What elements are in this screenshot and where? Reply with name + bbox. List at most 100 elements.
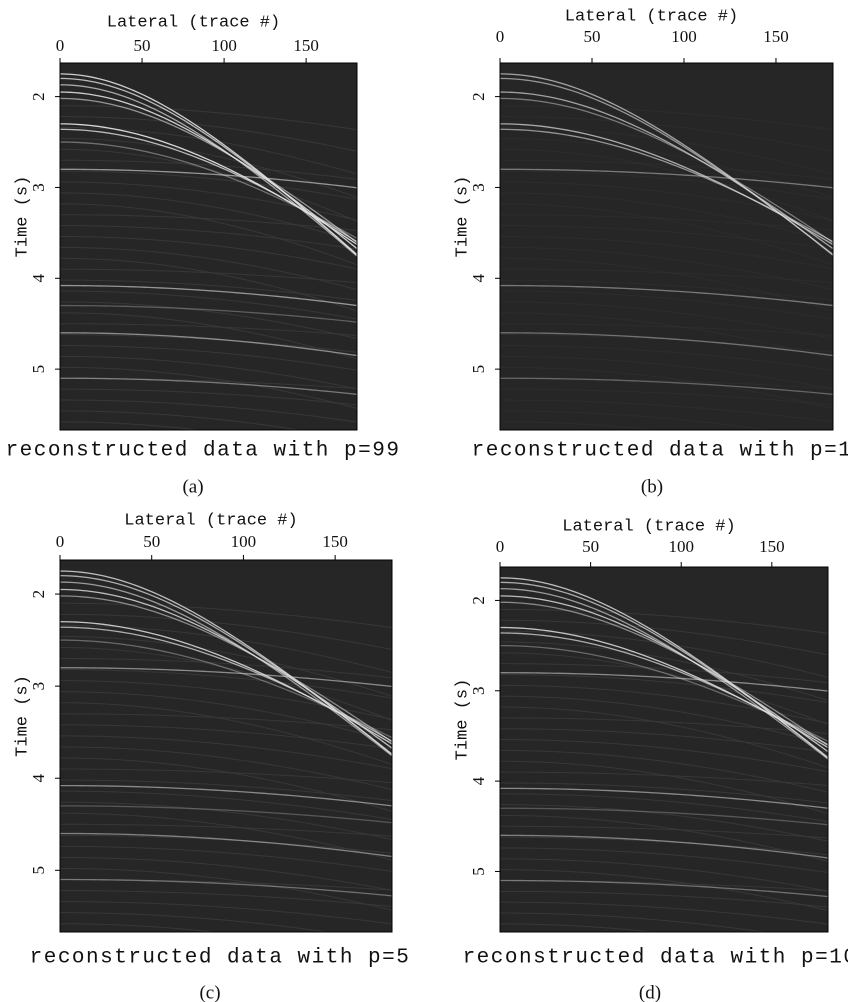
faint-event xyxy=(500,880,828,892)
seismic-image xyxy=(60,560,392,932)
faint-event xyxy=(500,410,772,430)
faint-event xyxy=(60,105,357,131)
faint-event xyxy=(500,421,659,430)
faint-event xyxy=(500,749,828,793)
faint-event xyxy=(60,867,392,911)
y-tick-label: 3 xyxy=(469,687,488,696)
faint-event xyxy=(500,739,828,773)
reflection-event xyxy=(500,632,828,746)
panel-label: (b) xyxy=(641,476,663,497)
x-tick-label: 0 xyxy=(56,532,65,551)
faint-event xyxy=(60,735,392,770)
faint-event xyxy=(500,619,828,656)
x-tick-label: 50 xyxy=(582,537,599,556)
x-tick-label: 0 xyxy=(496,27,505,46)
faint-event xyxy=(60,624,392,673)
x-tick-label: 100 xyxy=(231,532,257,551)
reflection-event xyxy=(500,588,828,760)
reflection-event xyxy=(500,807,828,826)
faint-event xyxy=(60,790,392,821)
faint-event xyxy=(500,355,833,390)
reflection-event xyxy=(500,91,833,250)
faint-event xyxy=(500,323,833,336)
reflection-event xyxy=(500,626,828,749)
reflection-event xyxy=(500,123,833,246)
reflection-event xyxy=(500,834,828,859)
y-tick-label: 3 xyxy=(469,183,488,192)
faint-event xyxy=(500,771,828,786)
seismic-events xyxy=(60,570,392,932)
y-tick-label: 5 xyxy=(469,365,488,374)
faint-event xyxy=(500,836,828,856)
reflection-event xyxy=(500,284,833,307)
faint-event xyxy=(500,334,833,353)
faint-event xyxy=(500,236,833,270)
x-axis-label: Lateral (trace #) xyxy=(562,517,735,536)
faint-event xyxy=(60,702,392,766)
faint-event xyxy=(500,923,657,932)
faint-event xyxy=(500,901,828,925)
panel-label: (a) xyxy=(182,476,203,497)
y-tick-label: 2 xyxy=(469,596,488,605)
faint-event xyxy=(60,225,357,250)
faint-event xyxy=(60,691,392,743)
panel-caption: reconstructed data with p=1 xyxy=(472,440,848,463)
faint-event xyxy=(500,246,833,291)
plot-frame xyxy=(499,566,829,933)
faint-event xyxy=(60,845,392,872)
panel-label: (c) xyxy=(199,982,220,1002)
faint-event xyxy=(60,192,357,243)
panel-caption: reconstructed data with p=99 xyxy=(6,440,401,463)
faint-event xyxy=(60,345,357,371)
seismic-events xyxy=(500,73,833,430)
faint-event xyxy=(500,717,828,735)
x-tick-label: 0 xyxy=(496,537,505,556)
faint-event xyxy=(60,268,357,284)
reflection-event xyxy=(500,672,828,692)
faint-event xyxy=(60,236,357,270)
seismic-image xyxy=(60,63,357,430)
reflection-event xyxy=(500,377,833,396)
x-axis-label: Lateral (trace #) xyxy=(565,7,738,26)
x-tick-label: 100 xyxy=(211,36,237,55)
faint-event xyxy=(500,203,833,266)
x-tick-label: 100 xyxy=(668,537,694,556)
faint-event xyxy=(60,312,357,360)
faint-event xyxy=(60,388,357,406)
panel-caption: reconstructed data with p=5 xyxy=(30,947,411,970)
faint-event xyxy=(500,148,833,222)
faint-event xyxy=(500,825,828,839)
faint-event xyxy=(60,355,357,390)
y-tick-label: 5 xyxy=(29,866,48,875)
faint-event xyxy=(500,869,828,912)
x-tick-label: 150 xyxy=(759,537,785,556)
faint-event xyxy=(500,388,833,406)
reflection-event xyxy=(60,626,392,742)
faint-event xyxy=(500,279,833,301)
plot-frame xyxy=(59,559,393,933)
faint-event xyxy=(60,613,392,651)
faint-event xyxy=(500,159,833,180)
x-axis-label: Lateral (trace #) xyxy=(107,13,280,32)
x-tick-label: 150 xyxy=(322,532,348,551)
y-axis-label: Time (s) xyxy=(13,675,32,757)
reflection-event xyxy=(60,91,357,250)
panel-caption: reconstructed data with p=10 xyxy=(463,947,848,970)
faint-event xyxy=(60,214,357,232)
seismic-image xyxy=(500,63,833,430)
reflection-event xyxy=(60,141,357,240)
reflection-event xyxy=(60,878,392,897)
y-axis-label: Time (s) xyxy=(453,679,472,761)
faint-event xyxy=(500,268,833,284)
x-tick-label: 150 xyxy=(293,36,319,55)
faint-event xyxy=(60,779,392,802)
faint-event xyxy=(500,652,828,725)
plot-frame xyxy=(59,62,358,431)
faint-event xyxy=(60,923,219,932)
faint-event xyxy=(60,834,392,854)
reflection-event xyxy=(60,784,392,807)
y-tick-label: 3 xyxy=(29,682,48,691)
reflection-event xyxy=(60,595,392,743)
faint-event xyxy=(60,912,331,932)
